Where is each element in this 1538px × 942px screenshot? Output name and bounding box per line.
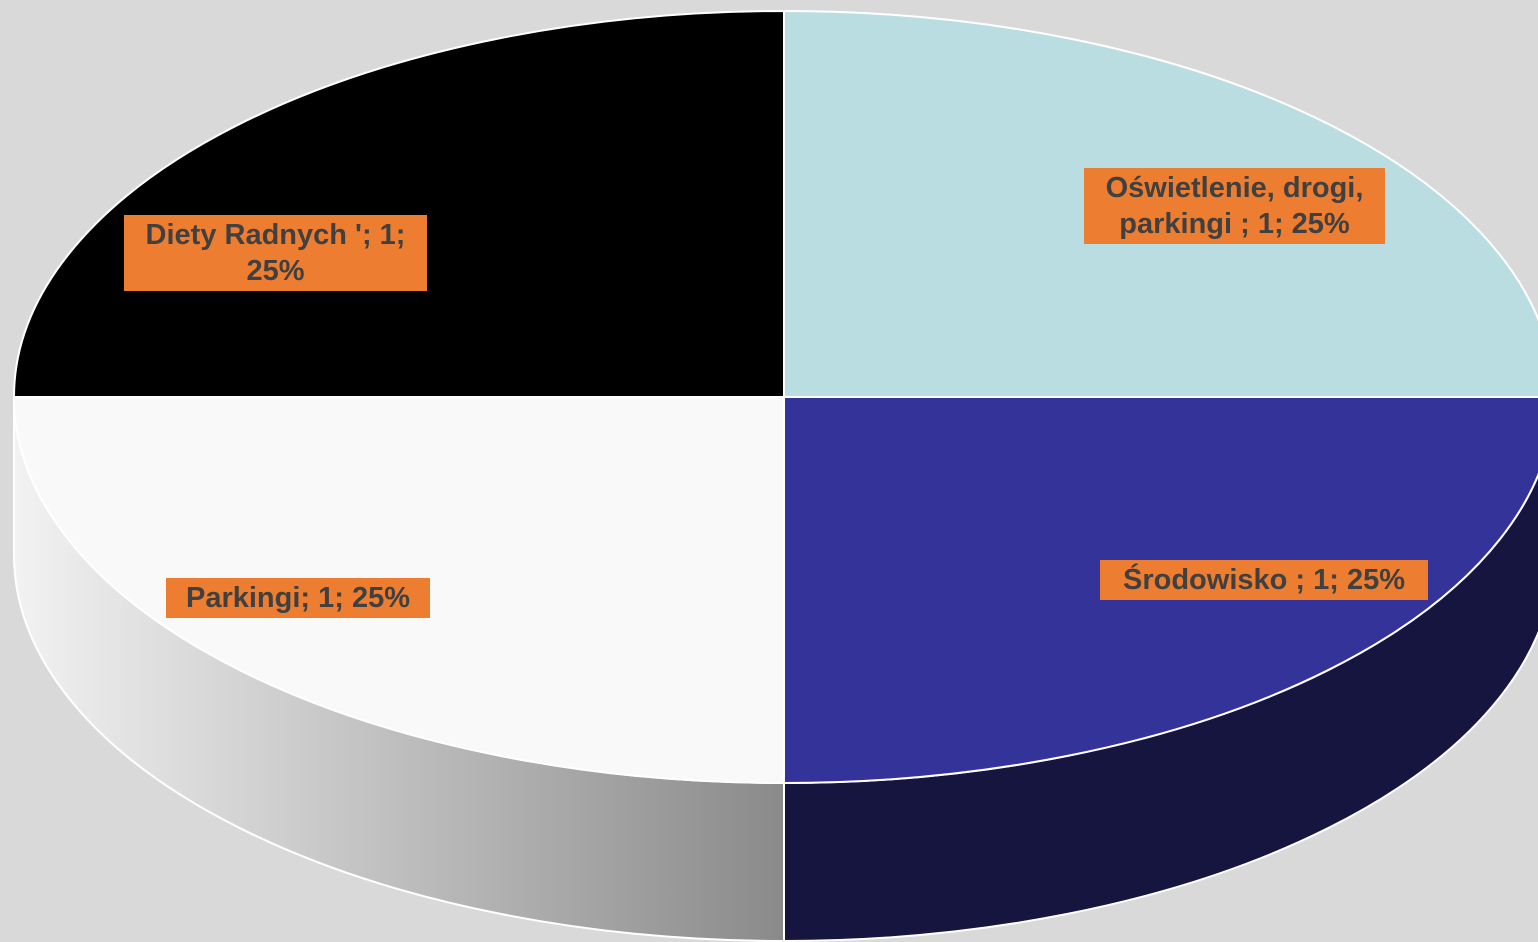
pie-slice-diety-radnych	[12, 9, 785, 398]
data-label-diety-radnych: Diety Radnych '; 1; 25%	[124, 215, 427, 291]
data-label-parkingi: Parkingi; 1; 25%	[166, 578, 430, 618]
data-label-srodowisko: Środowisko ; 1; 25%	[1100, 560, 1428, 600]
data-label-oswietlenie: Oświetlenie, drogi, parkingi ; 1; 25%	[1084, 168, 1385, 244]
